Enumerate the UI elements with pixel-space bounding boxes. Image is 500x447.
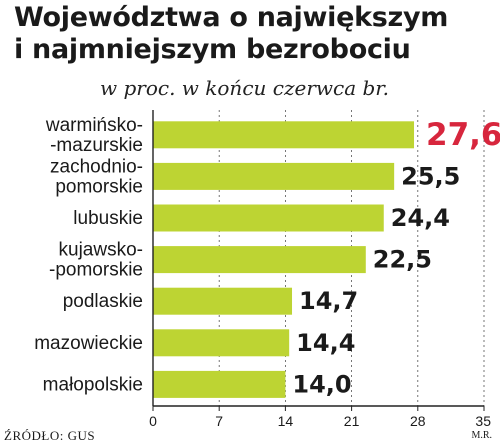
bar-0 [153,121,415,149]
chart-title: Województwa o największym i najmniejszym… [14,2,448,66]
chart-subtitle: w proc. w końcu czerwca br. [100,76,390,100]
value-label-4: 14,7 [299,287,358,315]
bar-5 [153,329,290,357]
x-tick-label-14: 14 [278,413,294,429]
category-label-1-1: pomorskie [55,176,143,197]
x-tick-label-35: 35 [475,413,491,429]
value-label-2: 24,4 [391,204,450,232]
category-label-4-0: podlaskie [63,291,143,312]
category-label-0-1: -mazurskie [50,135,143,156]
x-tick-label-0: 0 [149,413,157,429]
x-tick-label-7: 7 [215,413,223,429]
title-line-1: Województwa o największym [14,2,449,33]
category-label-5-0: mazowieckie [34,333,143,354]
category-label-3-0: kujawsko- [59,240,143,261]
author-initials: M.R. [471,430,492,441]
value-label-3: 22,5 [373,246,432,274]
x-tick-label-28: 28 [410,413,426,429]
category-label-3-1: -pomorskie [49,260,143,281]
bar-1 [153,162,395,190]
value-label-0: 27,6 [426,117,500,153]
bar-6 [153,370,286,398]
bar-4 [153,287,293,315]
bar-2 [153,204,384,232]
category-label-6-0: małopolskie [43,374,143,395]
bar-3 [153,246,366,274]
x-tick-label-21: 21 [344,413,360,429]
category-label-2-0: lubuskie [73,208,143,229]
title-line-2: i najmniejszym bezrobociu [14,34,411,65]
source-note: ŹRÓDŁO: GUS [4,428,96,443]
value-label-6: 14,0 [292,370,351,398]
value-label-5: 14,4 [296,329,355,357]
value-label-1: 25,5 [401,162,460,190]
category-label-1-0: zachodnio- [50,156,143,177]
category-label-0-0: warmińsko- [45,115,143,136]
